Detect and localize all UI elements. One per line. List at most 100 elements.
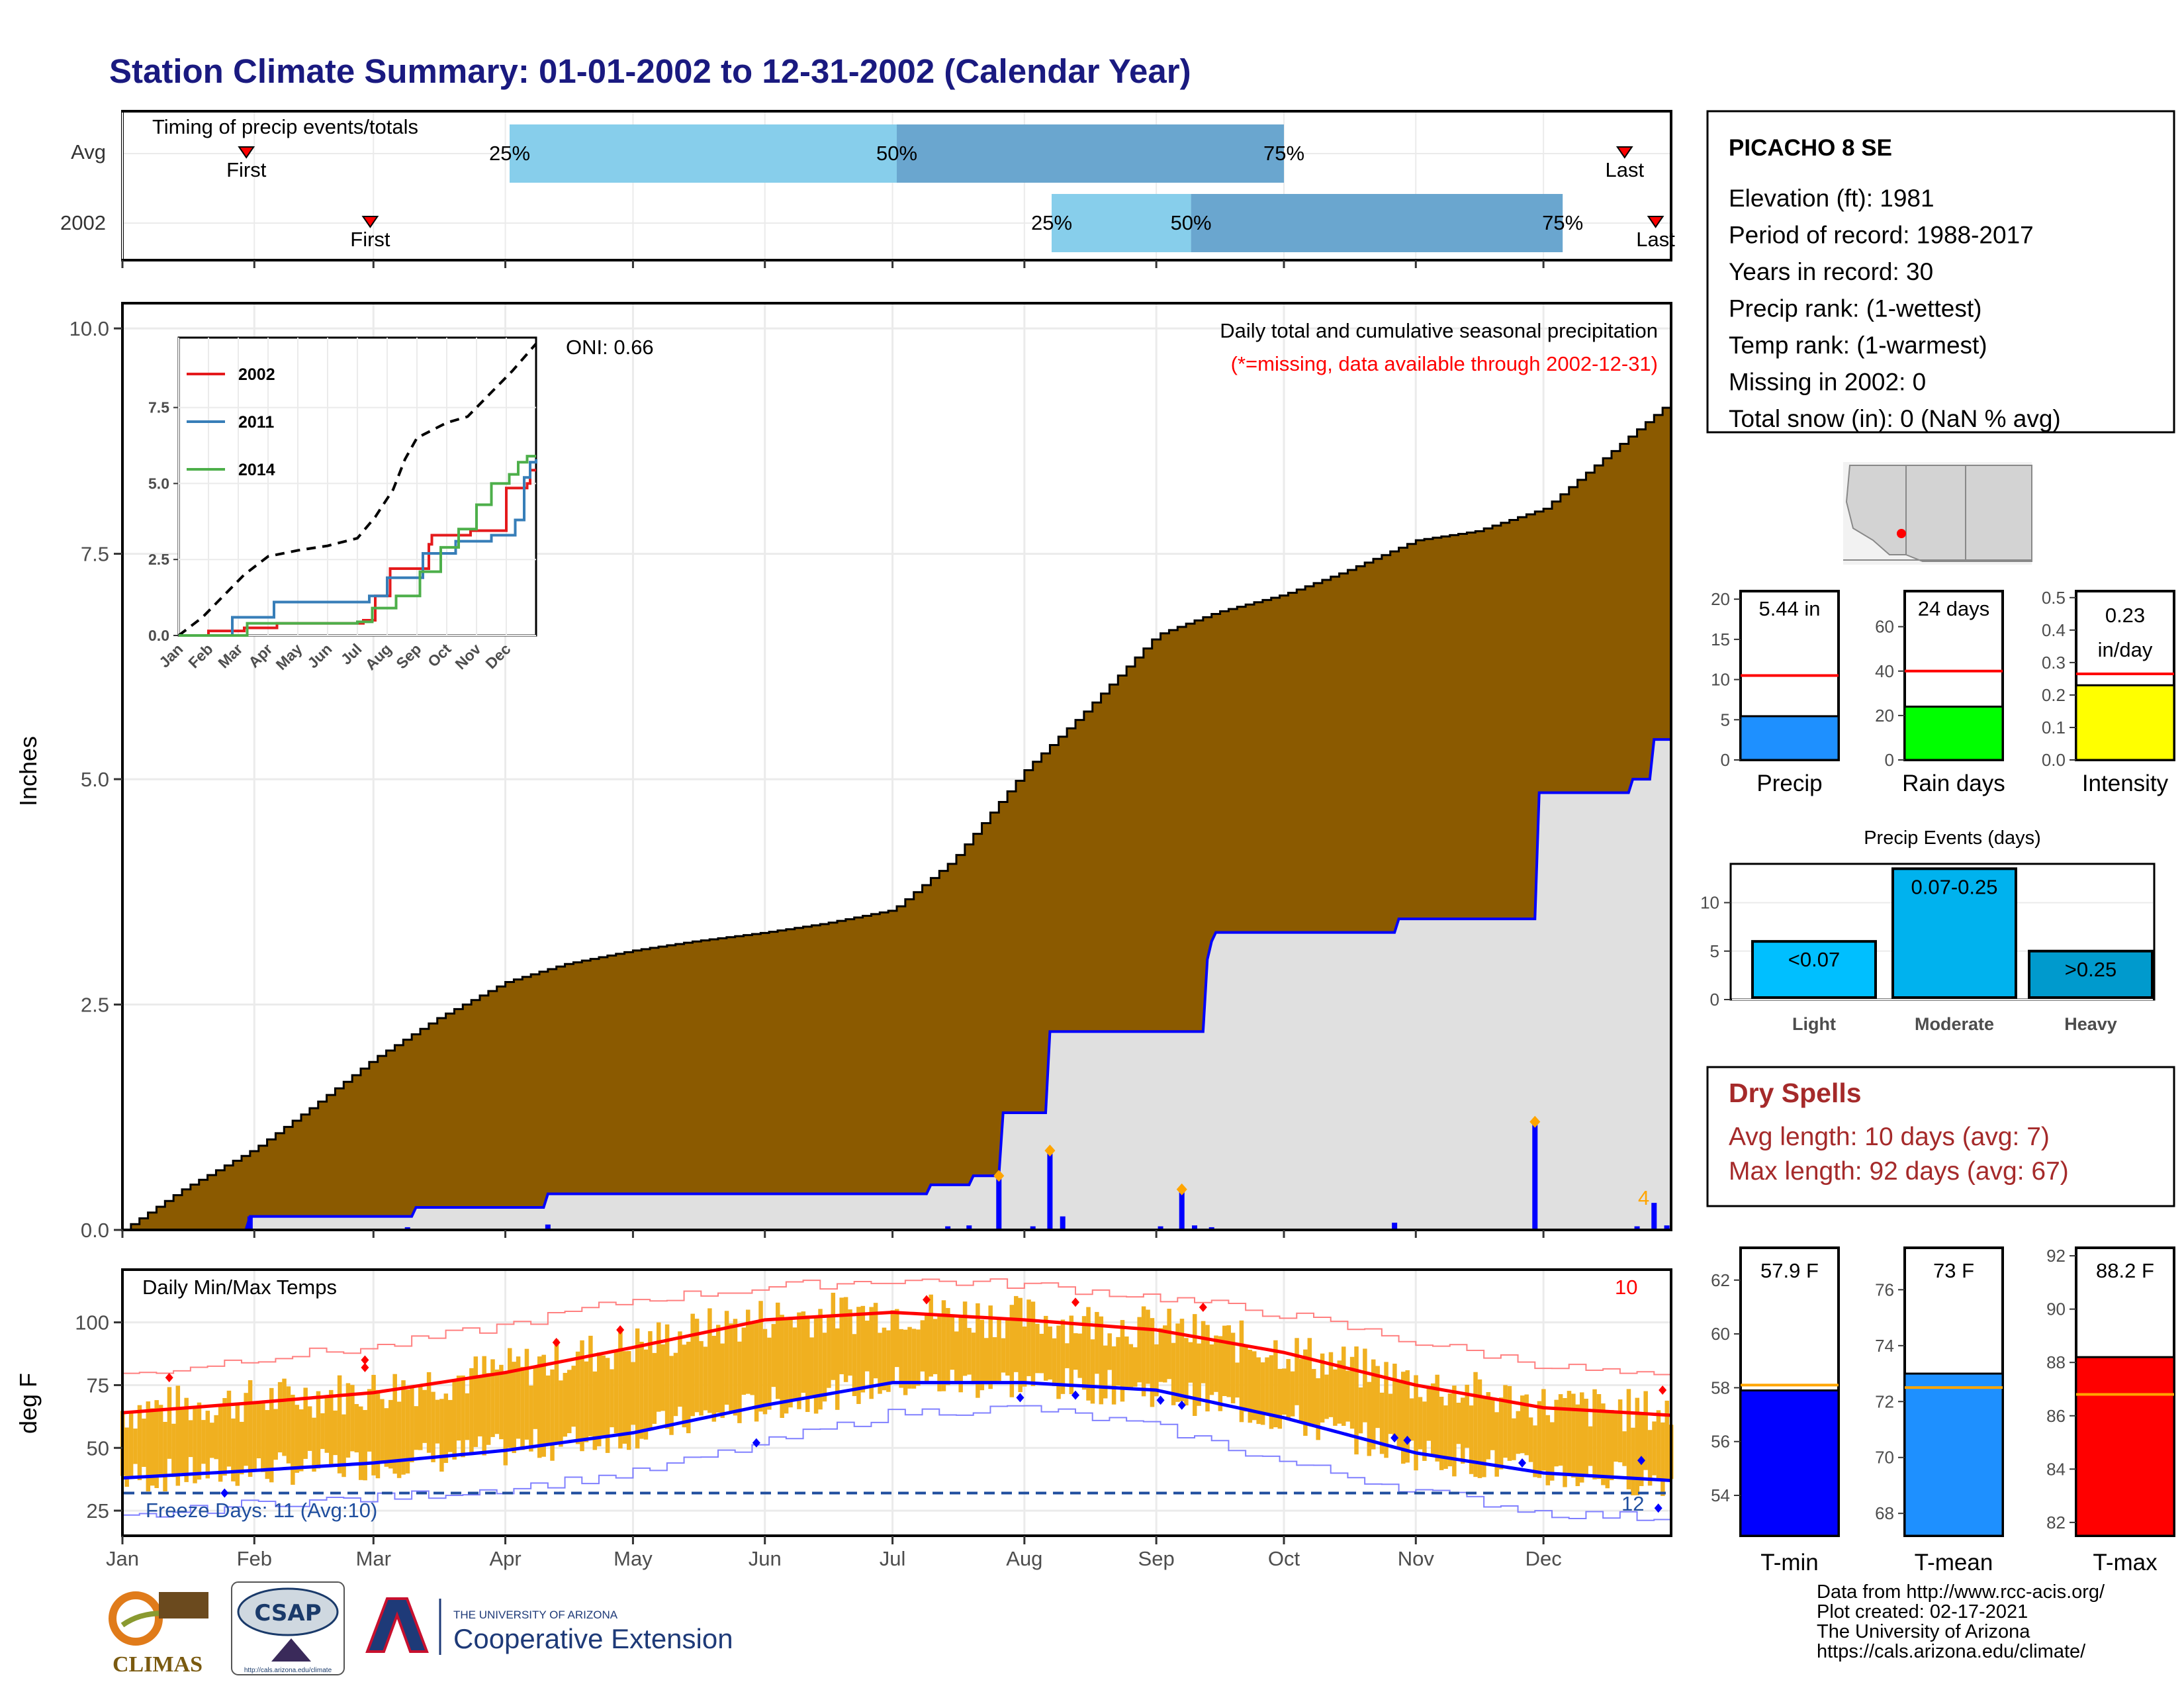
daily-temp-bar — [1269, 1355, 1274, 1429]
daily-temp-bar — [1226, 1325, 1231, 1397]
daily-temp-bar — [448, 1399, 453, 1452]
pe-bar-label: 0.07-0.25 — [1911, 875, 1998, 898]
daily-temp-bar — [673, 1352, 678, 1417]
daily-temp-bar — [788, 1317, 793, 1408]
daily-temp-bar — [1022, 1326, 1027, 1387]
mini-bar-value-unit: in/day — [2098, 638, 2153, 661]
temp-bar-value-label: 57.9 F — [1760, 1259, 1819, 1282]
daily-temp-bar — [456, 1376, 461, 1441]
daily-temp-bar — [762, 1329, 768, 1415]
mini-bar-chart-0: 0 5 10 15 20 5.44 in Precip — [1711, 589, 1840, 796]
climas-logo-text: CLIMAS — [113, 1652, 203, 1677]
daily-temp-bar — [767, 1337, 772, 1410]
daily-temp-bar — [1490, 1399, 1495, 1450]
daily-temp-bar — [359, 1406, 363, 1480]
daily-temp-bar — [396, 1401, 402, 1478]
daily-temp-bar — [184, 1397, 189, 1482]
inset-year-line — [179, 455, 536, 637]
daily-temp-bar — [860, 1305, 866, 1393]
daily-temp-bar — [1584, 1399, 1588, 1475]
daily-temp-bar — [1065, 1343, 1069, 1368]
daily-temp-bar — [1461, 1397, 1465, 1464]
daily-temp-bar — [337, 1375, 342, 1474]
daily-temp-bar — [1614, 1411, 1618, 1462]
pe-bar — [2028, 949, 2154, 1000]
footer-url: https://cals.arizona.edu/climate/ — [1817, 1641, 2086, 1662]
map-state-arizona — [1905, 465, 1966, 562]
daily-temp-bar — [231, 1418, 236, 1481]
mini-bar-ytick-label: 20 — [1711, 589, 1730, 609]
daily-temp-bar — [1307, 1338, 1312, 1424]
daily-temp-bar — [1643, 1391, 1648, 1470]
daily-temp-bar — [1048, 1326, 1052, 1380]
daily-temp-bar — [1290, 1371, 1295, 1417]
daily-temp-bar — [1163, 1325, 1167, 1383]
daily-temp-bar — [1316, 1378, 1320, 1440]
daily-temp-bar — [669, 1356, 674, 1435]
daily-temp-bar — [856, 1307, 861, 1404]
month-label: Nov — [1398, 1547, 1435, 1570]
daily-temp-bar — [392, 1374, 397, 1474]
daily-temp-bar — [916, 1329, 921, 1386]
daily-temp-bar — [128, 1412, 134, 1477]
daily-temp-bar — [1498, 1397, 1504, 1470]
daily-temp-bar — [801, 1311, 806, 1393]
daily-temp-bar — [1235, 1362, 1240, 1398]
daily-temp-bar — [1342, 1346, 1346, 1426]
temp-ytick-label: 75 — [87, 1374, 109, 1397]
station-name: PICACHO 8 SE — [1729, 135, 1892, 161]
daily-temp-bar — [869, 1307, 874, 1399]
timing-pct-label: 50% — [1171, 211, 1212, 234]
station-frame — [1706, 110, 2175, 434]
daily-temp-bar — [291, 1394, 295, 1485]
mini-bar-ytick-label: 0.0 — [2042, 750, 2066, 770]
mini-bar-ytick-label: 10 — [1711, 670, 1730, 690]
timing-bar-q1 — [510, 124, 897, 183]
precip-annotation: Daily total and cumulative seasonal prec… — [1220, 319, 1658, 342]
temp-bar-ytick-label: 92 — [2046, 1246, 2066, 1266]
daily-temp-bar — [954, 1331, 959, 1383]
mini-bar-ytick-label: 15 — [1711, 630, 1730, 649]
daily-temp-bar — [508, 1348, 512, 1448]
dry-spells-title: Dry Spells — [1729, 1078, 1862, 1108]
daily-temp-bar — [537, 1356, 542, 1458]
pe-category-label: Light — [1792, 1014, 1836, 1034]
precip-panel: 0.0 2.5 5.0 7.5 10.0 Inches Daily total and … — [15, 302, 1672, 1242]
inset-ytick-label: 2.5 — [148, 551, 169, 568]
daily-temp-bar — [1409, 1398, 1414, 1441]
daily-temp-bar — [1298, 1358, 1304, 1423]
daily-temp-bar — [363, 1410, 367, 1481]
daily-temp-bar — [375, 1389, 381, 1479]
daily-temp-bar — [333, 1410, 338, 1456]
daily-temp-bar — [818, 1309, 823, 1410]
daily-temp-bar — [635, 1328, 640, 1449]
daily-temp-bar — [1524, 1394, 1529, 1456]
daily-temp-bar — [431, 1391, 435, 1462]
station-info-line: Precip rank: (1-wettest) — [1729, 295, 1981, 322]
temp-bar-ytick-label: 70 — [1875, 1448, 1894, 1468]
daily-precip-bar — [966, 1225, 972, 1230]
ua-logo-big: Cooperative Extension — [453, 1623, 733, 1654]
daily-temp-bar — [175, 1385, 181, 1486]
temp-ytick-label: 50 — [87, 1436, 109, 1460]
daily-temp-bar — [1222, 1325, 1227, 1397]
temp-ylabel: deg F — [15, 1373, 42, 1434]
daily-temp-bar — [1601, 1403, 1606, 1485]
daily-temp-bar — [809, 1337, 814, 1397]
daily-temp-bar — [171, 1423, 176, 1477]
daily-temp-bar — [664, 1324, 670, 1429]
daily-temp-bar — [265, 1410, 270, 1479]
daily-temp-bar — [1244, 1344, 1248, 1412]
mini-bar-label: Precip — [1756, 771, 1822, 796]
daily-temp-bar — [545, 1375, 551, 1444]
ua-a-icon — [365, 1597, 429, 1653]
daily-temp-bar — [1116, 1336, 1120, 1386]
record-low-marker — [752, 1438, 760, 1448]
month-label: Dec — [1525, 1547, 1562, 1570]
daily-precip-bar — [1179, 1189, 1185, 1230]
daily-temp-bar — [1354, 1346, 1359, 1455]
temp-bar-ytick-label: 82 — [2046, 1513, 2066, 1532]
daily-temp-bar — [707, 1308, 712, 1413]
daily-temp-bar — [1069, 1315, 1074, 1395]
daily-temp-bar — [1610, 1410, 1614, 1481]
